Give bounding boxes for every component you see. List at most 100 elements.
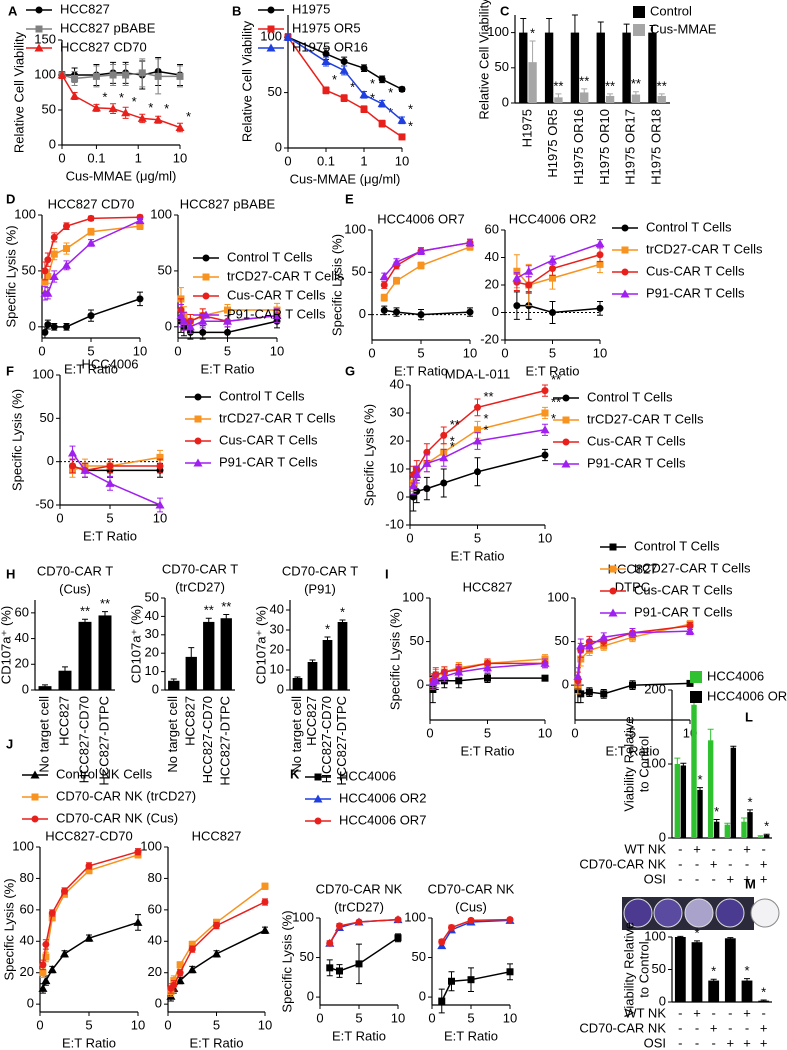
well — [715, 898, 745, 928]
marker — [336, 922, 343, 930]
significance: ** — [631, 76, 641, 91]
marker — [41, 267, 49, 275]
y-tick-label: 60 — [485, 221, 499, 236]
y-tick-label: 100 — [150, 206, 172, 221]
marker — [512, 273, 522, 282]
y-axis-label: to Control — [636, 941, 651, 997]
marker — [393, 308, 400, 316]
x-tick-label: HCC827-CD70 — [76, 696, 91, 783]
well — [653, 898, 683, 928]
significance: * — [744, 963, 749, 978]
x-tick-label: 0 — [316, 1010, 323, 1025]
error-bar — [102, 611, 108, 620]
legend-label: HCC4006 — [339, 768, 396, 783]
y-axis-label: CD107a⁺ (%) — [128, 605, 143, 683]
y-tick-label: 30 — [145, 626, 159, 641]
marker — [106, 462, 114, 470]
significance: ** — [579, 73, 589, 88]
x-tick-label: 10 — [538, 725, 552, 740]
chart-title: HCC827 CD70 — [48, 196, 135, 211]
marker — [224, 328, 231, 336]
x-tick-label: H1975 OR10 — [597, 109, 612, 185]
y-tick-label: 30 — [390, 404, 404, 419]
error-bar — [529, 40, 536, 84]
marker — [360, 105, 368, 113]
condition-value: + — [693, 841, 701, 856]
bar — [58, 670, 72, 690]
condition-value: + — [743, 1005, 751, 1020]
significance: * — [325, 621, 330, 636]
condition-value: + — [693, 1005, 701, 1020]
y-tick-label: 100 — [260, 29, 282, 44]
marker — [223, 316, 232, 325]
x-tick-label: 10 — [593, 345, 607, 360]
bar — [580, 92, 589, 103]
panel-letter: L — [745, 709, 753, 724]
chart-title: HCC827 pBABE — [180, 196, 276, 211]
y-tick-label: 0 — [307, 989, 314, 1004]
chart-title: HCC827-CD70 — [45, 828, 132, 843]
marker — [525, 281, 533, 289]
legend-marker — [562, 416, 570, 424]
marker — [576, 641, 586, 650]
legend-marker — [194, 437, 202, 445]
marker — [392, 257, 401, 266]
marker — [465, 238, 475, 247]
y-tick-label: 50 — [412, 949, 426, 964]
marker — [49, 272, 59, 280]
legend-marker — [313, 794, 323, 803]
marker — [628, 628, 637, 637]
y-axis-label: Relative Cell Viability — [476, 0, 491, 120]
condition-value: - — [695, 1020, 699, 1035]
condition-value: - — [761, 841, 765, 856]
y-tick-label: 0 — [417, 677, 424, 692]
chart-title: CD70-CAR T — [37, 563, 113, 578]
marker — [439, 453, 449, 462]
significance: * — [711, 964, 716, 979]
legend-label: HCC4006 OR7 — [339, 812, 426, 827]
legend-label: Cus-CAR T Cells — [227, 287, 326, 302]
y-tick-label: 50 — [352, 264, 366, 279]
marker — [379, 272, 389, 281]
x-axis-label: E:T Ratio — [190, 1035, 244, 1050]
marker — [224, 306, 231, 314]
marker — [448, 923, 455, 931]
y-tick-label: 100 — [402, 589, 424, 604]
marker — [474, 426, 481, 434]
chart-title: CD70-CAR NK — [428, 881, 515, 896]
marker — [213, 922, 220, 930]
y-tick-label: 20 — [270, 641, 284, 656]
x-tick-label: 10 — [133, 343, 147, 358]
y-tick-label: 60 — [20, 901, 34, 916]
marker — [156, 453, 164, 461]
marker — [176, 72, 184, 80]
bar — [763, 835, 770, 838]
panel-letter: D — [6, 191, 15, 206]
marker — [549, 265, 556, 272]
y-axis-label: Specific Lysis (%) — [279, 910, 294, 1012]
chart-title: HCC827 — [463, 579, 513, 594]
significance: ** — [605, 78, 615, 93]
marker — [87, 214, 95, 222]
legend-label: trCD27-CAR T Cells — [646, 241, 763, 256]
x-tick-label: H1975 OR16 — [571, 109, 586, 185]
y-tick-label: 0 — [165, 318, 172, 333]
legend-label: HCC827 pBABE — [60, 20, 156, 35]
x-tick-label: 10 — [391, 1010, 405, 1025]
legend-label: CD70-CAR NK (Cus) — [56, 810, 178, 825]
legend-marker — [202, 292, 210, 300]
marker — [393, 277, 400, 285]
condition-label: WT NK — [624, 1005, 666, 1020]
marker — [585, 688, 593, 696]
y-tick-label: 0 — [47, 453, 54, 468]
y-tick-label: 40 — [20, 933, 34, 948]
x-tick-label: 0 — [174, 343, 181, 358]
y-tick-label: 50 — [652, 961, 666, 976]
marker — [175, 123, 185, 131]
marker — [188, 945, 196, 953]
legend-label: Cus-CAR T Cells — [587, 433, 686, 448]
legend-marker — [609, 587, 617, 595]
marker — [91, 103, 101, 112]
error-bar — [713, 819, 720, 824]
marker — [380, 306, 388, 314]
